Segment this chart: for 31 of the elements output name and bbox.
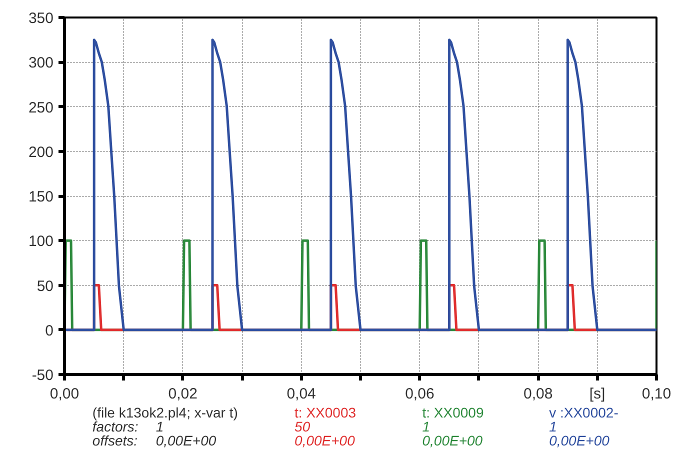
text: t: XX0009 [422,404,484,420]
y-tick-label: 0 [45,322,54,340]
text: 0,00E+00 [422,432,483,448]
text: factors: [92,418,138,434]
text: 0,00E+00 [294,432,356,448]
text: 1 [422,418,430,434]
y-tick-label: 200 [28,144,54,161]
x-tick-label: 0,10 [642,386,672,402]
x-tick-label: 0,02 [168,386,198,402]
y-tick-label: 300 [28,54,54,72]
x-tick-label: 0,00 [50,386,80,402]
y-tick-label: 350 [28,10,54,27]
y-tick-label: 50 [36,278,54,295]
x-tick-label: 0,06 [405,386,434,402]
y-tick-label: 100 [28,233,54,250]
text: 50 [294,418,310,434]
text: 1 [549,418,557,434]
y-tick-label: 250 [28,99,54,116]
text: t: XX0003 [294,404,356,420]
text: v :XX0002- [549,404,619,420]
y-tick-label: 150 [28,188,54,206]
text: 1 [156,418,164,434]
x-tick-label: 0,04 [286,386,316,402]
text: 0,00E+00 [156,432,216,448]
text: 0,00E+00 [549,432,610,448]
x-axis-title: [s] [589,386,606,402]
y-tick-label: -50 [32,367,54,384]
text: (file k13ok2.pl4; x-var t) [92,404,238,420]
text: offsets: [92,432,138,448]
line-series [64,38,656,332]
x-tick-label: 0,08 [524,386,553,402]
